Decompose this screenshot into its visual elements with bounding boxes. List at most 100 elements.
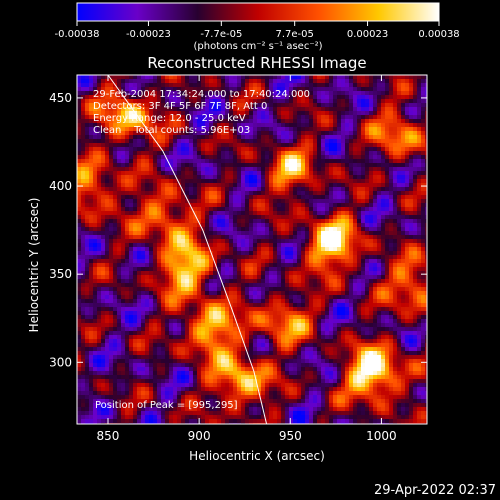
heatmap-cell bbox=[417, 83, 422, 88]
heatmap-cell bbox=[397, 239, 402, 244]
heatmap-cell bbox=[357, 239, 362, 244]
heatmap-cell bbox=[189, 291, 194, 296]
heatmap-cell bbox=[373, 215, 378, 220]
heatmap-cell bbox=[261, 259, 266, 264]
heatmap-cell bbox=[337, 247, 342, 252]
heatmap-cell bbox=[261, 103, 266, 108]
heatmap-cell bbox=[237, 107, 242, 112]
heatmap-cell bbox=[393, 171, 398, 176]
heatmap-cell bbox=[409, 159, 414, 164]
heatmap-cell bbox=[209, 155, 214, 160]
heatmap-cell bbox=[129, 175, 134, 180]
heatmap-cell bbox=[341, 143, 346, 148]
heatmap-cell bbox=[341, 171, 346, 176]
heatmap-cell bbox=[325, 103, 330, 108]
heatmap-cell bbox=[373, 207, 378, 212]
heatmap-cell bbox=[117, 171, 122, 176]
heatmap-cell bbox=[329, 183, 334, 188]
heatmap-cell bbox=[345, 87, 350, 92]
heatmap-cell bbox=[397, 95, 402, 100]
heatmap-cell bbox=[353, 275, 358, 280]
heatmap-cell bbox=[313, 183, 318, 188]
heatmap-cell bbox=[257, 299, 262, 304]
heatmap-cell bbox=[277, 191, 282, 196]
heatmap-cell bbox=[389, 171, 394, 176]
heatmap-cell bbox=[277, 283, 282, 288]
heatmap-cell bbox=[293, 271, 298, 276]
heatmap-cell bbox=[109, 87, 114, 92]
heatmap-cell bbox=[365, 75, 370, 80]
heatmap-cell bbox=[137, 207, 142, 212]
heatmap-cell bbox=[193, 139, 198, 144]
heatmap-cell bbox=[265, 199, 270, 204]
heatmap-cell bbox=[385, 131, 390, 136]
heatmap-cell bbox=[269, 235, 274, 240]
heatmap-cell bbox=[385, 267, 390, 272]
heatmap-cell bbox=[333, 271, 338, 276]
heatmap-cell bbox=[161, 291, 166, 296]
heatmap-cell bbox=[121, 231, 126, 236]
heatmap-cell bbox=[93, 163, 98, 168]
heatmap-cell bbox=[121, 111, 126, 116]
heatmap-cell bbox=[421, 167, 426, 172]
heatmap-cell bbox=[309, 243, 314, 248]
heatmap-cell bbox=[413, 211, 418, 216]
heatmap-cell bbox=[261, 131, 266, 136]
heatmap-cell bbox=[405, 275, 410, 280]
heatmap-cell bbox=[201, 291, 206, 296]
heatmap-cell bbox=[365, 295, 370, 300]
heatmap-cell bbox=[137, 199, 142, 204]
heatmap-cell bbox=[189, 279, 194, 284]
heatmap-cell bbox=[365, 227, 370, 232]
heatmap-cell bbox=[173, 139, 178, 144]
heatmap-cell bbox=[321, 175, 326, 180]
heatmap-cell bbox=[129, 291, 134, 296]
heatmap-cell bbox=[321, 119, 326, 124]
heatmap-cell bbox=[165, 215, 170, 220]
heatmap-cell bbox=[349, 191, 354, 196]
heatmap-cell bbox=[321, 123, 326, 128]
heatmap-cell bbox=[149, 123, 154, 128]
heatmap-cell bbox=[105, 231, 110, 236]
heatmap-cell bbox=[113, 95, 118, 100]
heatmap-cell bbox=[369, 271, 374, 276]
heatmap-cell bbox=[93, 235, 98, 240]
heatmap-cell bbox=[333, 159, 338, 164]
heatmap-cell bbox=[245, 271, 250, 276]
heatmap-cell bbox=[357, 155, 362, 160]
heatmap-cell bbox=[293, 151, 298, 156]
heatmap-cell bbox=[301, 219, 306, 224]
heatmap-cell bbox=[277, 219, 282, 224]
heatmap-cell bbox=[153, 183, 158, 188]
heatmap-cell bbox=[289, 131, 294, 136]
heatmap-cell bbox=[385, 103, 390, 108]
heatmap-cell bbox=[125, 243, 130, 248]
heatmap-cell bbox=[265, 191, 270, 196]
heatmap-cell bbox=[385, 263, 390, 268]
heatmap-cell bbox=[165, 279, 170, 284]
heatmap-cell bbox=[89, 147, 94, 152]
heatmap-cell bbox=[189, 243, 194, 248]
heatmap-cell bbox=[141, 211, 146, 216]
heatmap-cell bbox=[209, 163, 214, 168]
heatmap-cell bbox=[265, 147, 270, 152]
heatmap-cell bbox=[417, 187, 422, 192]
heatmap-cell bbox=[397, 191, 402, 196]
heatmap-cell bbox=[197, 167, 202, 172]
heatmap-cell bbox=[97, 291, 102, 296]
heatmap-cell bbox=[297, 107, 302, 112]
heatmap-cell bbox=[365, 139, 370, 144]
heatmap-cell bbox=[221, 215, 226, 220]
heatmap-cell bbox=[305, 283, 310, 288]
heatmap-cell bbox=[261, 143, 266, 148]
heatmap-cell bbox=[377, 211, 382, 216]
heatmap-cell bbox=[241, 215, 246, 220]
heatmap-cell bbox=[333, 211, 338, 216]
heatmap-cell bbox=[273, 115, 278, 120]
heatmap-cell bbox=[349, 279, 354, 284]
heatmap-cell bbox=[237, 195, 242, 200]
heatmap-cell bbox=[289, 283, 294, 288]
heatmap-cell bbox=[357, 131, 362, 136]
heatmap-cell bbox=[125, 279, 130, 284]
heatmap-cell bbox=[245, 275, 250, 280]
